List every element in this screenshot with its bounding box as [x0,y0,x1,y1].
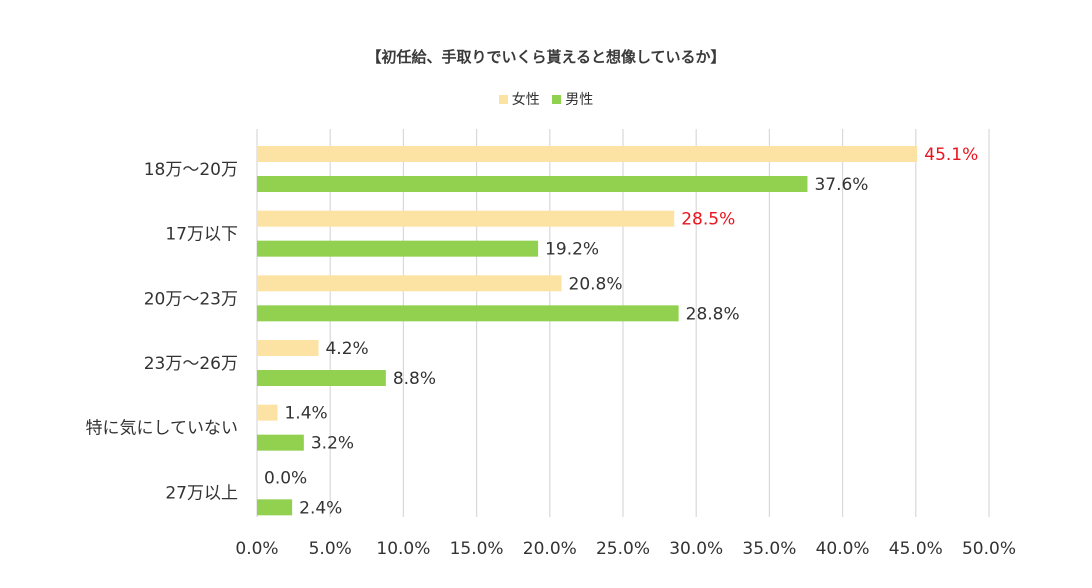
data-label-male: 3.2% [311,434,354,454]
x-tick-label: 20.0% [523,539,577,559]
category-label: 特に気にしていない [86,419,239,439]
bar-female [257,404,278,421]
legend-label-male: 男性 [565,92,594,108]
x-tick-label: 10.0% [376,539,430,559]
legend-item-female: 女性 [498,89,540,109]
data-label-female: 20.8% [569,274,623,294]
bar-female [257,146,918,162]
data-label-male: 2.4% [299,498,342,518]
data-label-female: 45.1% [924,145,978,165]
legend-swatch-female [498,94,508,104]
category-label: 17万以下 [165,225,238,245]
data-label-male: 8.8% [393,369,436,389]
bar-male [257,240,539,257]
data-label-male: 19.2% [545,240,599,260]
data-label-female: 0.0% [264,468,307,488]
legend-label-female: 女性 [511,92,540,108]
legend-swatch-male [552,94,562,104]
category-label: 20万〜23万 [144,289,238,309]
data-label-male: 28.8% [686,304,740,324]
bar-female [257,210,675,227]
bar-male [257,499,293,516]
x-tick-label: 25.0% [596,539,650,559]
bar-male [257,176,808,192]
x-tick-label: 30.0% [669,539,723,559]
x-tick-label: 50.0% [962,539,1016,559]
legend-item-male: 男性 [552,89,593,109]
x-tick-label: 35.0% [742,539,796,559]
data-label-female: 4.2% [325,339,368,359]
x-tick-label: 40.0% [816,539,870,559]
x-tick-label: 5.0% [309,539,352,559]
data-label-female: 1.4% [284,404,327,424]
data-label-male: 37.6% [814,175,868,195]
x-tick-label: 0.0% [235,539,278,559]
category-label: 18万〜20万 [144,160,238,180]
bar-male [257,434,304,451]
legend: 女性 男性 [0,89,1092,109]
data-label-female: 28.5% [681,210,735,230]
category-label: 23万〜26万 [144,354,238,374]
chart-title: 【初任給、手取りでいくら貰えると想像しているか】 [366,48,726,66]
bar-female [257,275,562,292]
bar-male [257,305,679,322]
bar-male [257,370,386,386]
category-label: 27万以上 [165,483,238,503]
x-tick-label: 45.0% [889,539,943,559]
x-tick-label: 15.0% [450,539,504,559]
bar-female [257,340,319,356]
